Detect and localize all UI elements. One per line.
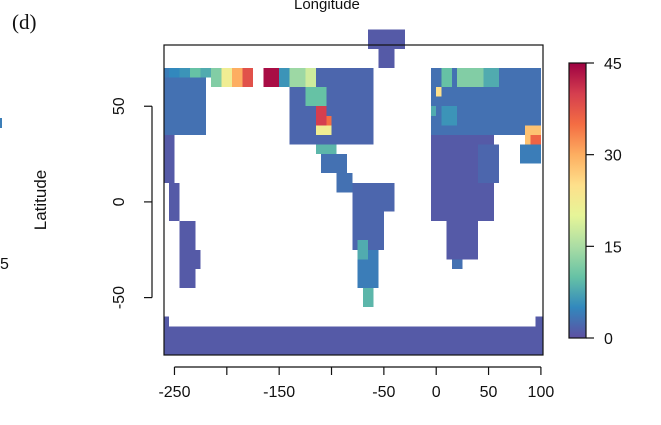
- heatmap-cell: [326, 115, 332, 126]
- heatmap-cell: [179, 221, 196, 289]
- x-axis-title: Longitude: [294, 0, 360, 13]
- heatmap-cell: [519, 144, 541, 164]
- heatmap-cell: [289, 67, 306, 88]
- heatmap-cell: [336, 173, 353, 193]
- neighbor-panel-edge-mark: [0, 118, 2, 128]
- heatmap-cell: [211, 67, 222, 88]
- heatmap-cell: [169, 67, 180, 78]
- y-tick-label: 50: [111, 97, 128, 115]
- heatmap-cell: [169, 182, 180, 222]
- neighbor-panel-tick-label: 5: [0, 256, 9, 273]
- heatmap-cell: [315, 125, 332, 135]
- heatmap-cell: [362, 288, 374, 308]
- heatmap-cell: [378, 48, 395, 68]
- y-tick-label: 0: [111, 197, 128, 206]
- x-tick-label: -250: [158, 384, 190, 401]
- heatmap-cell: [242, 67, 253, 88]
- plot-frame: [163, 44, 544, 356]
- heatmap-cell: [289, 87, 374, 145]
- x-tick-label: 0: [432, 384, 441, 401]
- heatmap-cell: [200, 67, 212, 78]
- heatmap-cell: [164, 67, 170, 78]
- heatmap-cell: [305, 67, 316, 88]
- heatmap-cell: [457, 67, 484, 88]
- x-tick-label: 50: [480, 384, 498, 401]
- heatmap-cell: [164, 134, 175, 183]
- heatmap-cell: [441, 67, 452, 88]
- heatmap-cell: [263, 67, 280, 88]
- colorbar-tick-label: 30: [604, 148, 622, 165]
- x-tick-label: 100: [528, 384, 555, 401]
- colorbar: [568, 62, 587, 339]
- y-tick-label: -50: [111, 286, 128, 309]
- heatmap-cell: [305, 87, 327, 107]
- panel-label: (d): [12, 10, 37, 34]
- y-axis-title: Latitude: [31, 170, 50, 231]
- heatmap-cell: [483, 67, 500, 88]
- colorbar-tick-label: 15: [604, 239, 622, 256]
- colorbar-tick-label: 0: [604, 331, 613, 348]
- heatmap-cell: [315, 106, 327, 126]
- heatmap-cell: [179, 67, 191, 78]
- heatmap-cell: [279, 67, 290, 88]
- heatmap-cell: [164, 316, 170, 327]
- heatmap-cell: [530, 134, 541, 145]
- heatmap-cell: [221, 67, 233, 88]
- heatmap-cell: [535, 316, 543, 327]
- heatmap-cell: [441, 106, 458, 126]
- heatmap-cell: [190, 67, 201, 78]
- heatmap-cell: [357, 240, 369, 260]
- heatmap-cell: [315, 144, 337, 155]
- heatmap-cell: [430, 106, 437, 116]
- colorbar-tick-label: 45: [604, 56, 622, 73]
- heatmap-cell: [352, 182, 395, 212]
- heatmap-cell: [478, 144, 500, 183]
- heatmap-cell: [436, 87, 442, 97]
- x-tick-label: -150: [263, 384, 295, 401]
- x-tick-label: -50: [372, 384, 395, 401]
- heatmap-cell: [164, 67, 206, 135]
- heatmap-cell: [352, 211, 384, 250]
- heatmap-cell: [368, 29, 405, 49]
- heatmap-cell: [315, 67, 374, 88]
- heatmap-cell: [164, 326, 543, 355]
- heatmap-cell: [321, 154, 348, 174]
- heatmap-cell: [232, 67, 243, 88]
- heatmap-cell: [446, 221, 479, 260]
- heatmap-cell: [195, 249, 201, 269]
- heatmap-cell: [451, 259, 463, 269]
